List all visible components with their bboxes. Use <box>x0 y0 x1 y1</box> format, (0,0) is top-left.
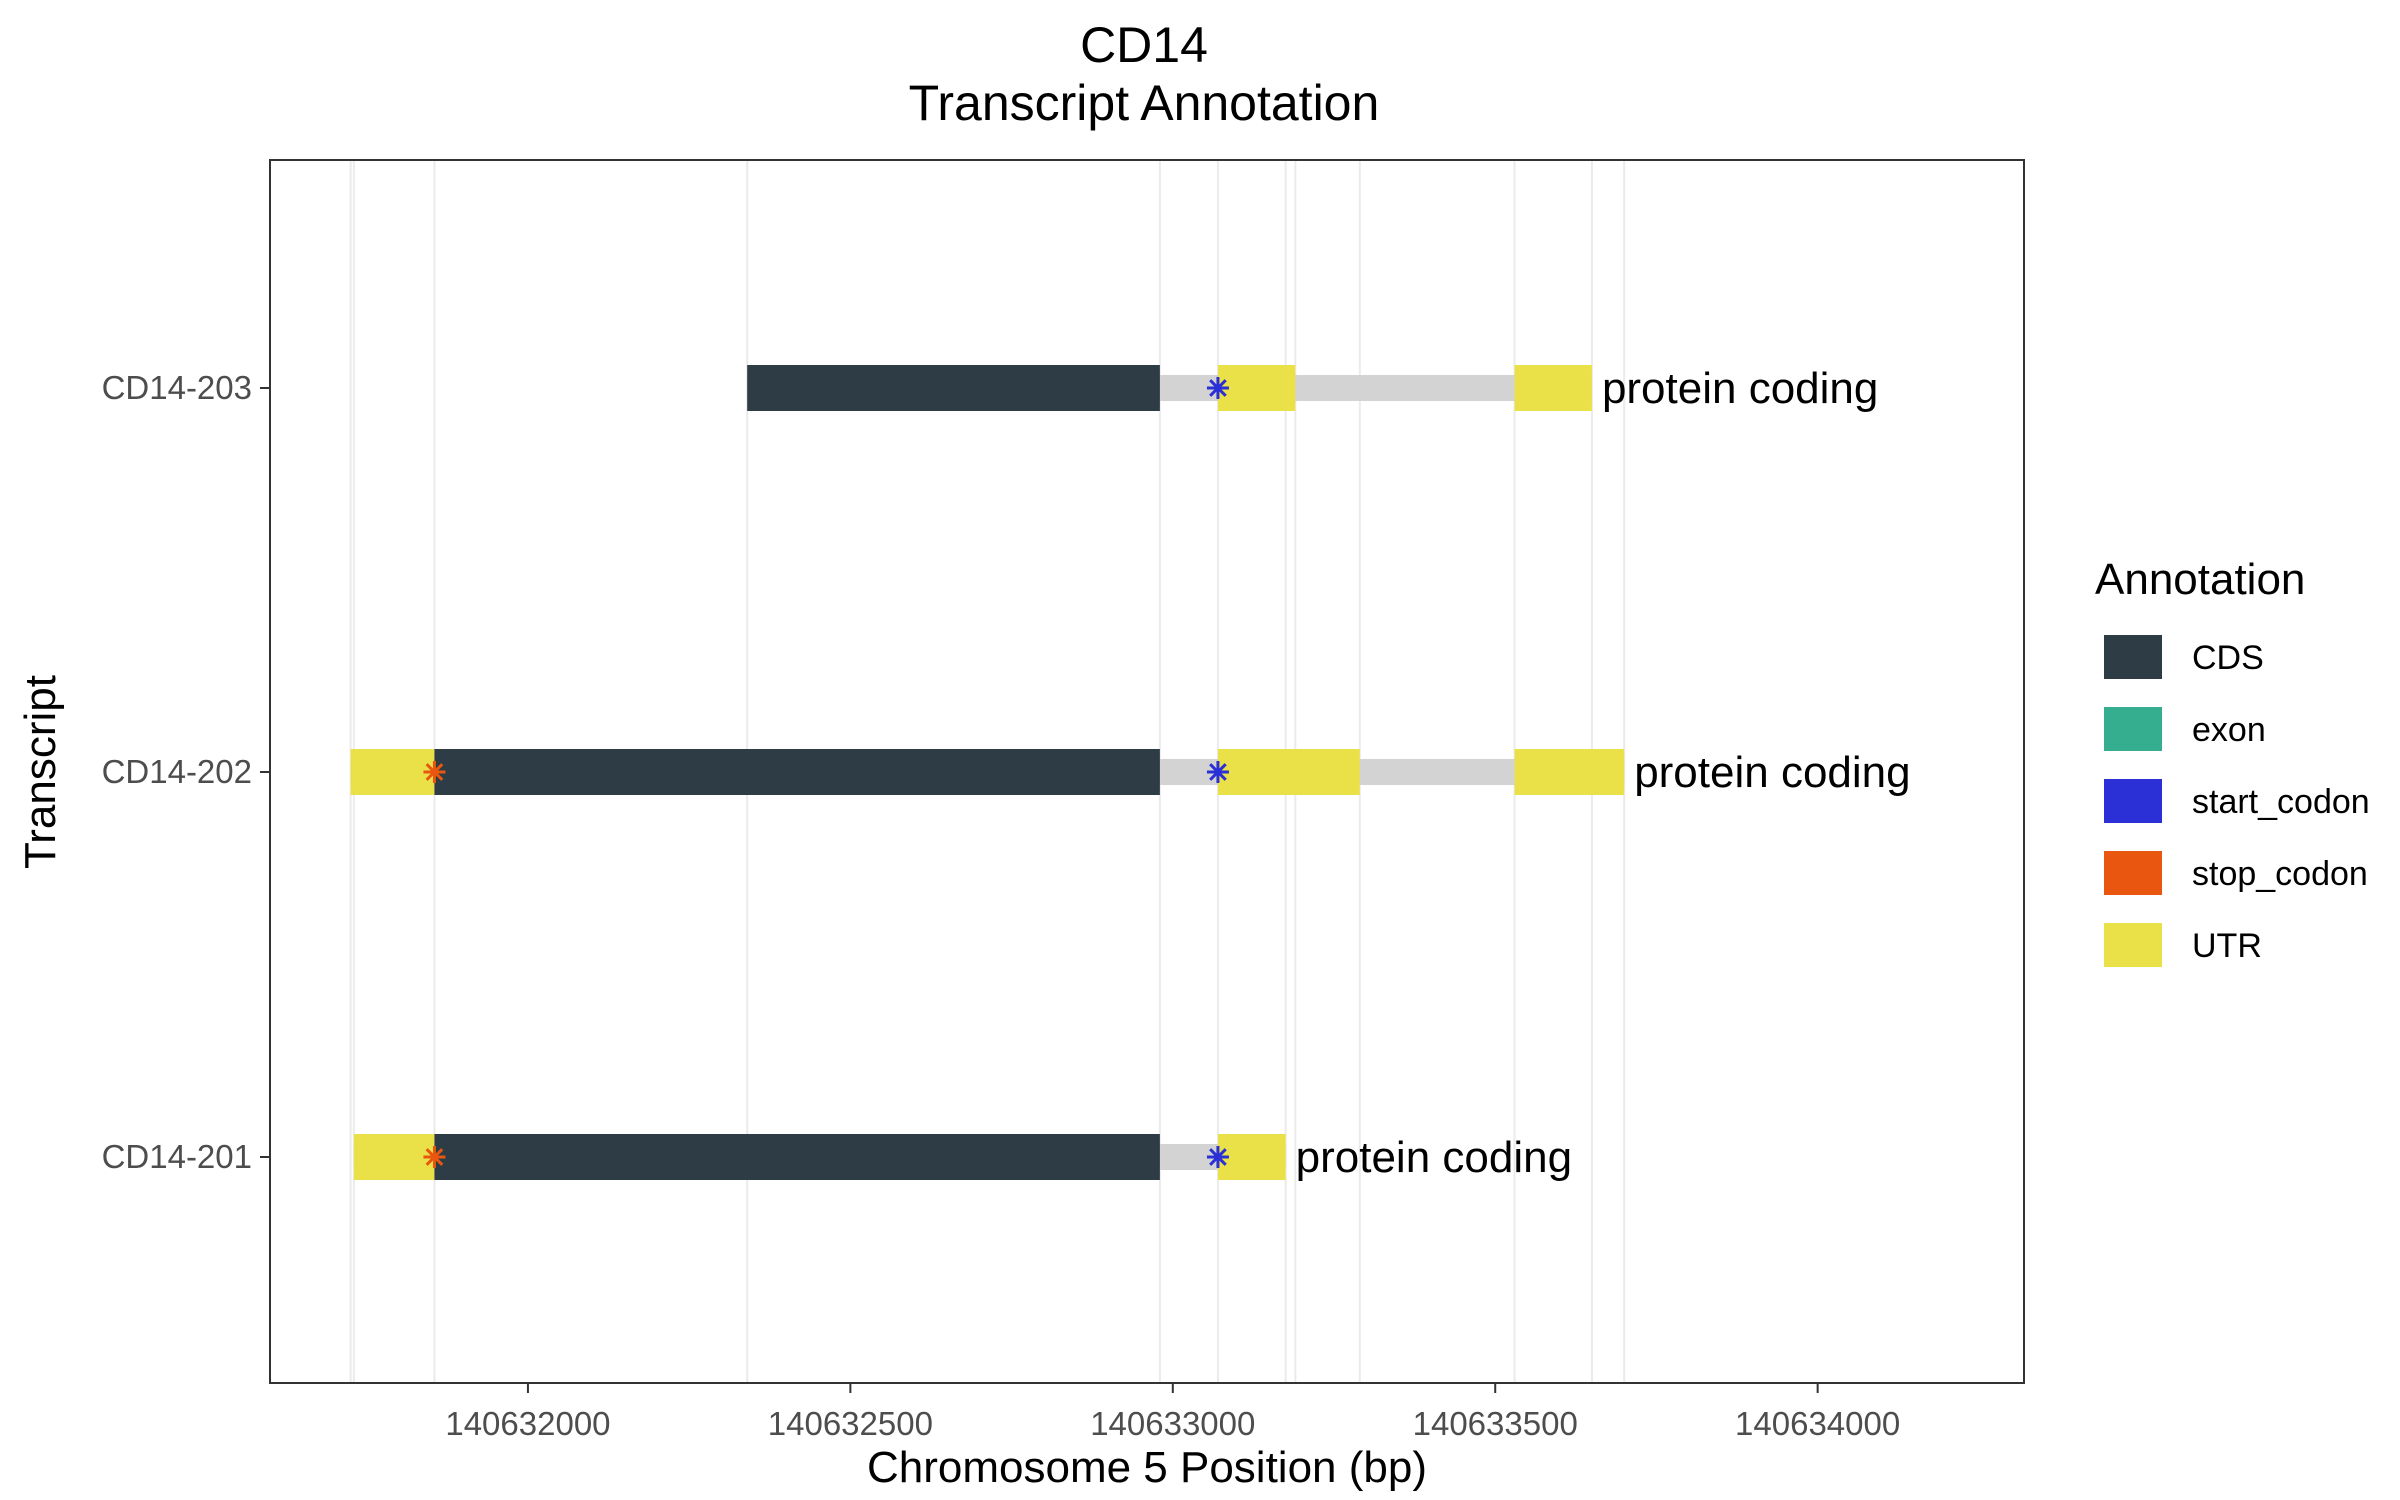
transcript-segments <box>350 365 1625 1180</box>
segment-cds <box>434 1134 1160 1180</box>
segment-utr <box>1217 749 1360 795</box>
chart-title: CD14 <box>1080 17 1208 73</box>
y-tick-label: CD14-202 <box>102 753 252 790</box>
start-codon-marker <box>1206 377 1229 399</box>
plot-panel: protein coding protein coding protein codi… <box>269 159 2025 1384</box>
legend-swatch-utr <box>2104 923 2162 967</box>
segment-cds <box>747 365 1160 411</box>
y-tick-label: CD14-203 <box>102 369 252 406</box>
segment-utr <box>353 1134 435 1180</box>
segment-cds <box>434 749 1160 795</box>
legend-label: UTR <box>2192 927 2262 965</box>
stop-codon-marker <box>423 1146 446 1168</box>
x-tick-label: 140633000 <box>1090 1405 1255 1442</box>
legend-label: stop_codon <box>2192 855 2368 893</box>
codon-markers <box>423 377 1229 1168</box>
x-axis: 140632000 140632500 140633000 140633500 1406… <box>445 1383 1900 1442</box>
x-tick-label: 140634000 <box>1735 1405 1900 1442</box>
segment-utr <box>1514 749 1625 795</box>
segment-utr <box>1514 365 1592 411</box>
legend: Annotation CDS exon start_codon stop_codon U… <box>2095 555 2370 967</box>
start-codon-marker <box>1206 1146 1229 1168</box>
biotype-label: protein coding <box>1296 1133 1572 1182</box>
legend-swatch-cds <box>2104 635 2162 679</box>
segment-utr <box>350 749 435 795</box>
x-axis-title: Chromosome 5 Position (bp) <box>867 1443 1427 1492</box>
x-tick-label: 140632500 <box>768 1405 933 1442</box>
legend-label: start_codon <box>2192 783 2370 821</box>
legend-swatch-stop-codon <box>2104 851 2162 895</box>
biotype-label: protein coding <box>1602 364 1878 413</box>
legend-swatch-start-codon <box>2104 779 2162 823</box>
chart-subtitle: Transcript Annotation <box>909 75 1380 131</box>
start-codon-marker <box>1206 761 1229 783</box>
biotype-labels: protein coding protein coding protein codi… <box>1296 364 1911 1182</box>
biotype-label: protein coding <box>1634 748 1910 797</box>
legend-title: Annotation <box>2095 555 2305 604</box>
stop-codon-marker <box>423 761 446 783</box>
legend-label: exon <box>2192 711 2266 749</box>
y-axis: CD14-203 CD14-202 CD14-201 <box>102 369 270 1175</box>
x-tick-label: 140632000 <box>445 1405 610 1442</box>
y-axis-title: Transcript <box>16 675 65 869</box>
segment-utr <box>1217 1134 1286 1180</box>
segment-utr <box>1217 365 1296 411</box>
y-tick-label: CD14-201 <box>102 1138 252 1175</box>
x-tick-label: 140633500 <box>1413 1405 1578 1442</box>
legend-swatch-exon <box>2104 707 2162 751</box>
legend-label: CDS <box>2192 639 2264 677</box>
